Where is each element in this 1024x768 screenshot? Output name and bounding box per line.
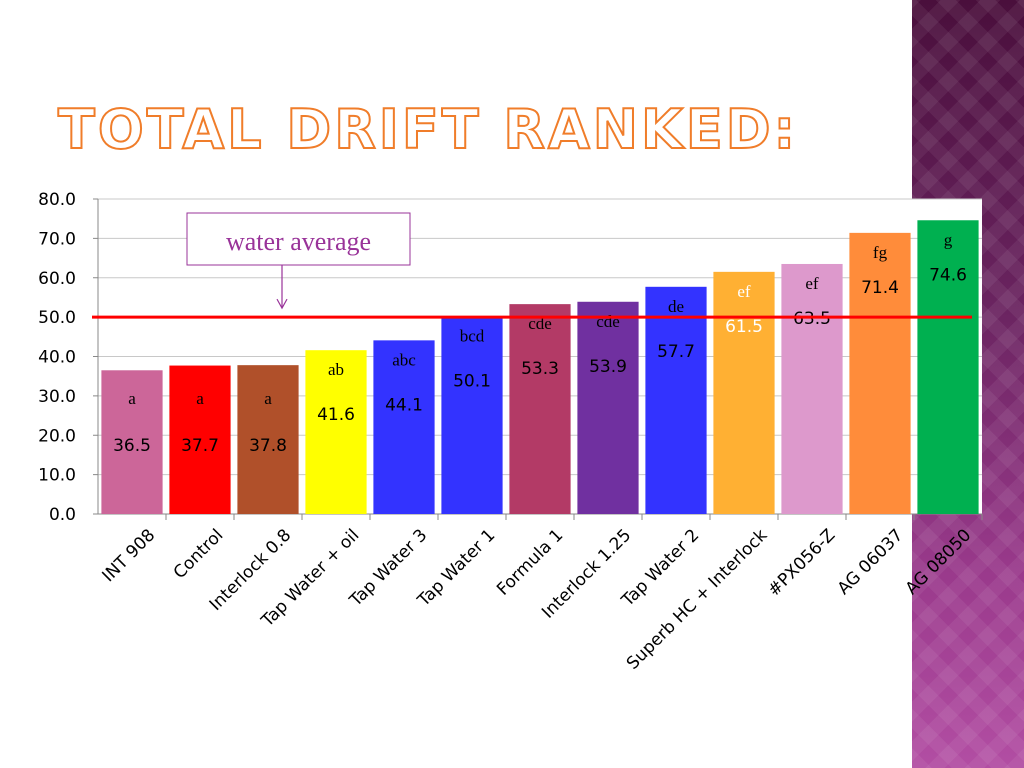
group-label: a xyxy=(196,389,204,408)
group-label: de xyxy=(668,297,684,316)
bar xyxy=(713,271,775,514)
group-label: abc xyxy=(392,350,416,369)
x-tick-label: AG 08050 xyxy=(902,525,976,599)
data-label: 74.6 xyxy=(929,265,967,285)
group-label: cde xyxy=(528,314,552,333)
data-label: 44.1 xyxy=(385,395,423,415)
group-label: ab xyxy=(328,360,344,379)
data-label: 53.3 xyxy=(521,359,559,379)
data-label: 41.6 xyxy=(317,405,355,425)
x-tick-label: AG 06037 xyxy=(834,525,908,599)
x-tick-label: Formula 1 xyxy=(493,525,567,599)
bar xyxy=(781,263,843,514)
data-label: 50.1 xyxy=(453,372,491,392)
group-label: a xyxy=(128,389,136,408)
y-tick-label: 70.0 xyxy=(38,229,76,249)
group-label: ef xyxy=(805,274,819,293)
bar xyxy=(169,365,231,514)
bar xyxy=(237,365,299,514)
annotation-arrowhead xyxy=(276,298,288,310)
bar xyxy=(917,220,979,514)
group-label: cde xyxy=(596,312,620,331)
group-label: a xyxy=(264,389,272,408)
y-tick-label: 50.0 xyxy=(38,308,76,328)
group-label: bcd xyxy=(460,327,485,346)
bar xyxy=(577,301,639,514)
group-label: g xyxy=(944,230,953,249)
group-label: ef xyxy=(737,282,751,301)
y-tick-label: 10.0 xyxy=(38,466,76,486)
y-tick-label: 40.0 xyxy=(38,348,76,368)
x-tick-label: Superb HC + Interlock xyxy=(623,525,772,674)
data-label: 57.7 xyxy=(657,342,695,362)
x-tick-label: Control xyxy=(170,525,228,583)
bar xyxy=(509,304,571,514)
bar xyxy=(305,350,367,514)
bar xyxy=(101,370,163,514)
y-tick-label: 80.0 xyxy=(38,190,76,210)
bar xyxy=(441,316,503,514)
annotation-box xyxy=(186,212,411,266)
x-tick-label: #PX056-Z xyxy=(764,525,839,600)
annotation-text: water average xyxy=(226,227,371,256)
y-tick-label: 30.0 xyxy=(38,387,76,407)
bar xyxy=(373,340,435,514)
data-label: 71.4 xyxy=(861,278,899,298)
x-tick-label: INT 908 xyxy=(99,525,160,586)
y-tick-label: 60.0 xyxy=(38,269,76,289)
data-label: 61.5 xyxy=(725,317,763,337)
data-label: 53.9 xyxy=(589,357,627,377)
data-label: 63.5 xyxy=(793,309,831,329)
bar xyxy=(645,286,707,514)
data-label: 36.5 xyxy=(113,436,151,456)
slide-title: Total Drift Ranked: xyxy=(57,97,799,162)
group-label: fg xyxy=(873,243,888,262)
data-label: 37.7 xyxy=(181,436,219,456)
data-label: 37.8 xyxy=(249,436,287,456)
bar xyxy=(849,232,911,515)
y-tick-label: 20.0 xyxy=(38,426,76,446)
y-tick-label: 0.0 xyxy=(49,505,76,525)
